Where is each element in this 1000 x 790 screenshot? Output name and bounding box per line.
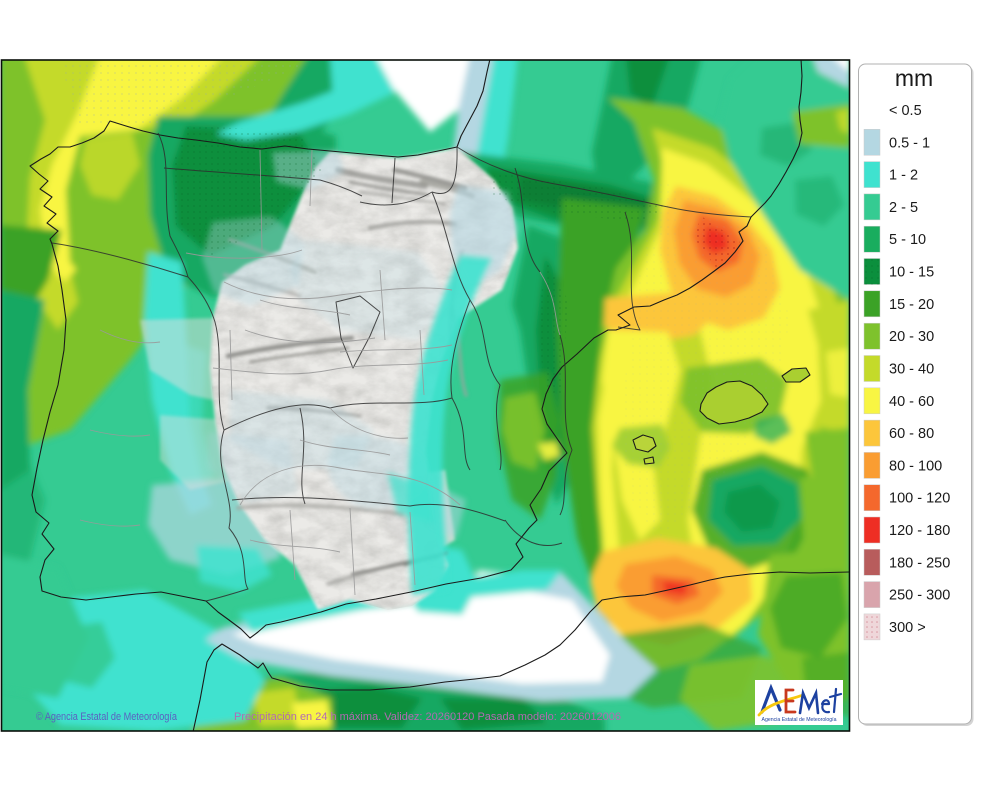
svg-text:180 - 250: 180 - 250 [889,555,950,571]
svg-text:10 - 15: 10 - 15 [889,265,934,281]
svg-text:100 - 120: 100 - 120 [889,491,950,507]
svg-text:300 >: 300 > [889,620,926,636]
svg-text:< 0.5: < 0.5 [889,103,922,119]
svg-text:120 - 180: 120 - 180 [889,523,950,539]
svg-text:30 - 40: 30 - 40 [889,362,934,378]
svg-text:© Agencia Estatal de Meteorolo: © Agencia Estatal de Meteorología [36,711,178,723]
svg-text:40 - 60: 40 - 60 [889,394,934,410]
svg-text:Agencia Estatal de Meteorologí: Agencia Estatal de Meteorología [762,717,837,723]
svg-text:20 - 30: 20 - 30 [889,329,934,345]
svg-text:0.5 - 1: 0.5 - 1 [889,135,930,151]
svg-text:5 - 10: 5 - 10 [889,232,926,248]
svg-text:2 - 5: 2 - 5 [889,200,918,216]
svg-text:80 - 100: 80 - 100 [889,458,942,474]
svg-text:1 - 2: 1 - 2 [889,168,918,184]
svg-text:60 - 80: 60 - 80 [889,426,934,442]
svg-text:mm: mm [895,65,933,91]
svg-text:15 - 20: 15 - 20 [889,297,934,313]
svg-text:250 - 300: 250 - 300 [889,588,950,604]
svg-text:Precipitación en 24 h máxima.: Precipitación en 24 h máxima. Validez: 2… [234,711,621,723]
